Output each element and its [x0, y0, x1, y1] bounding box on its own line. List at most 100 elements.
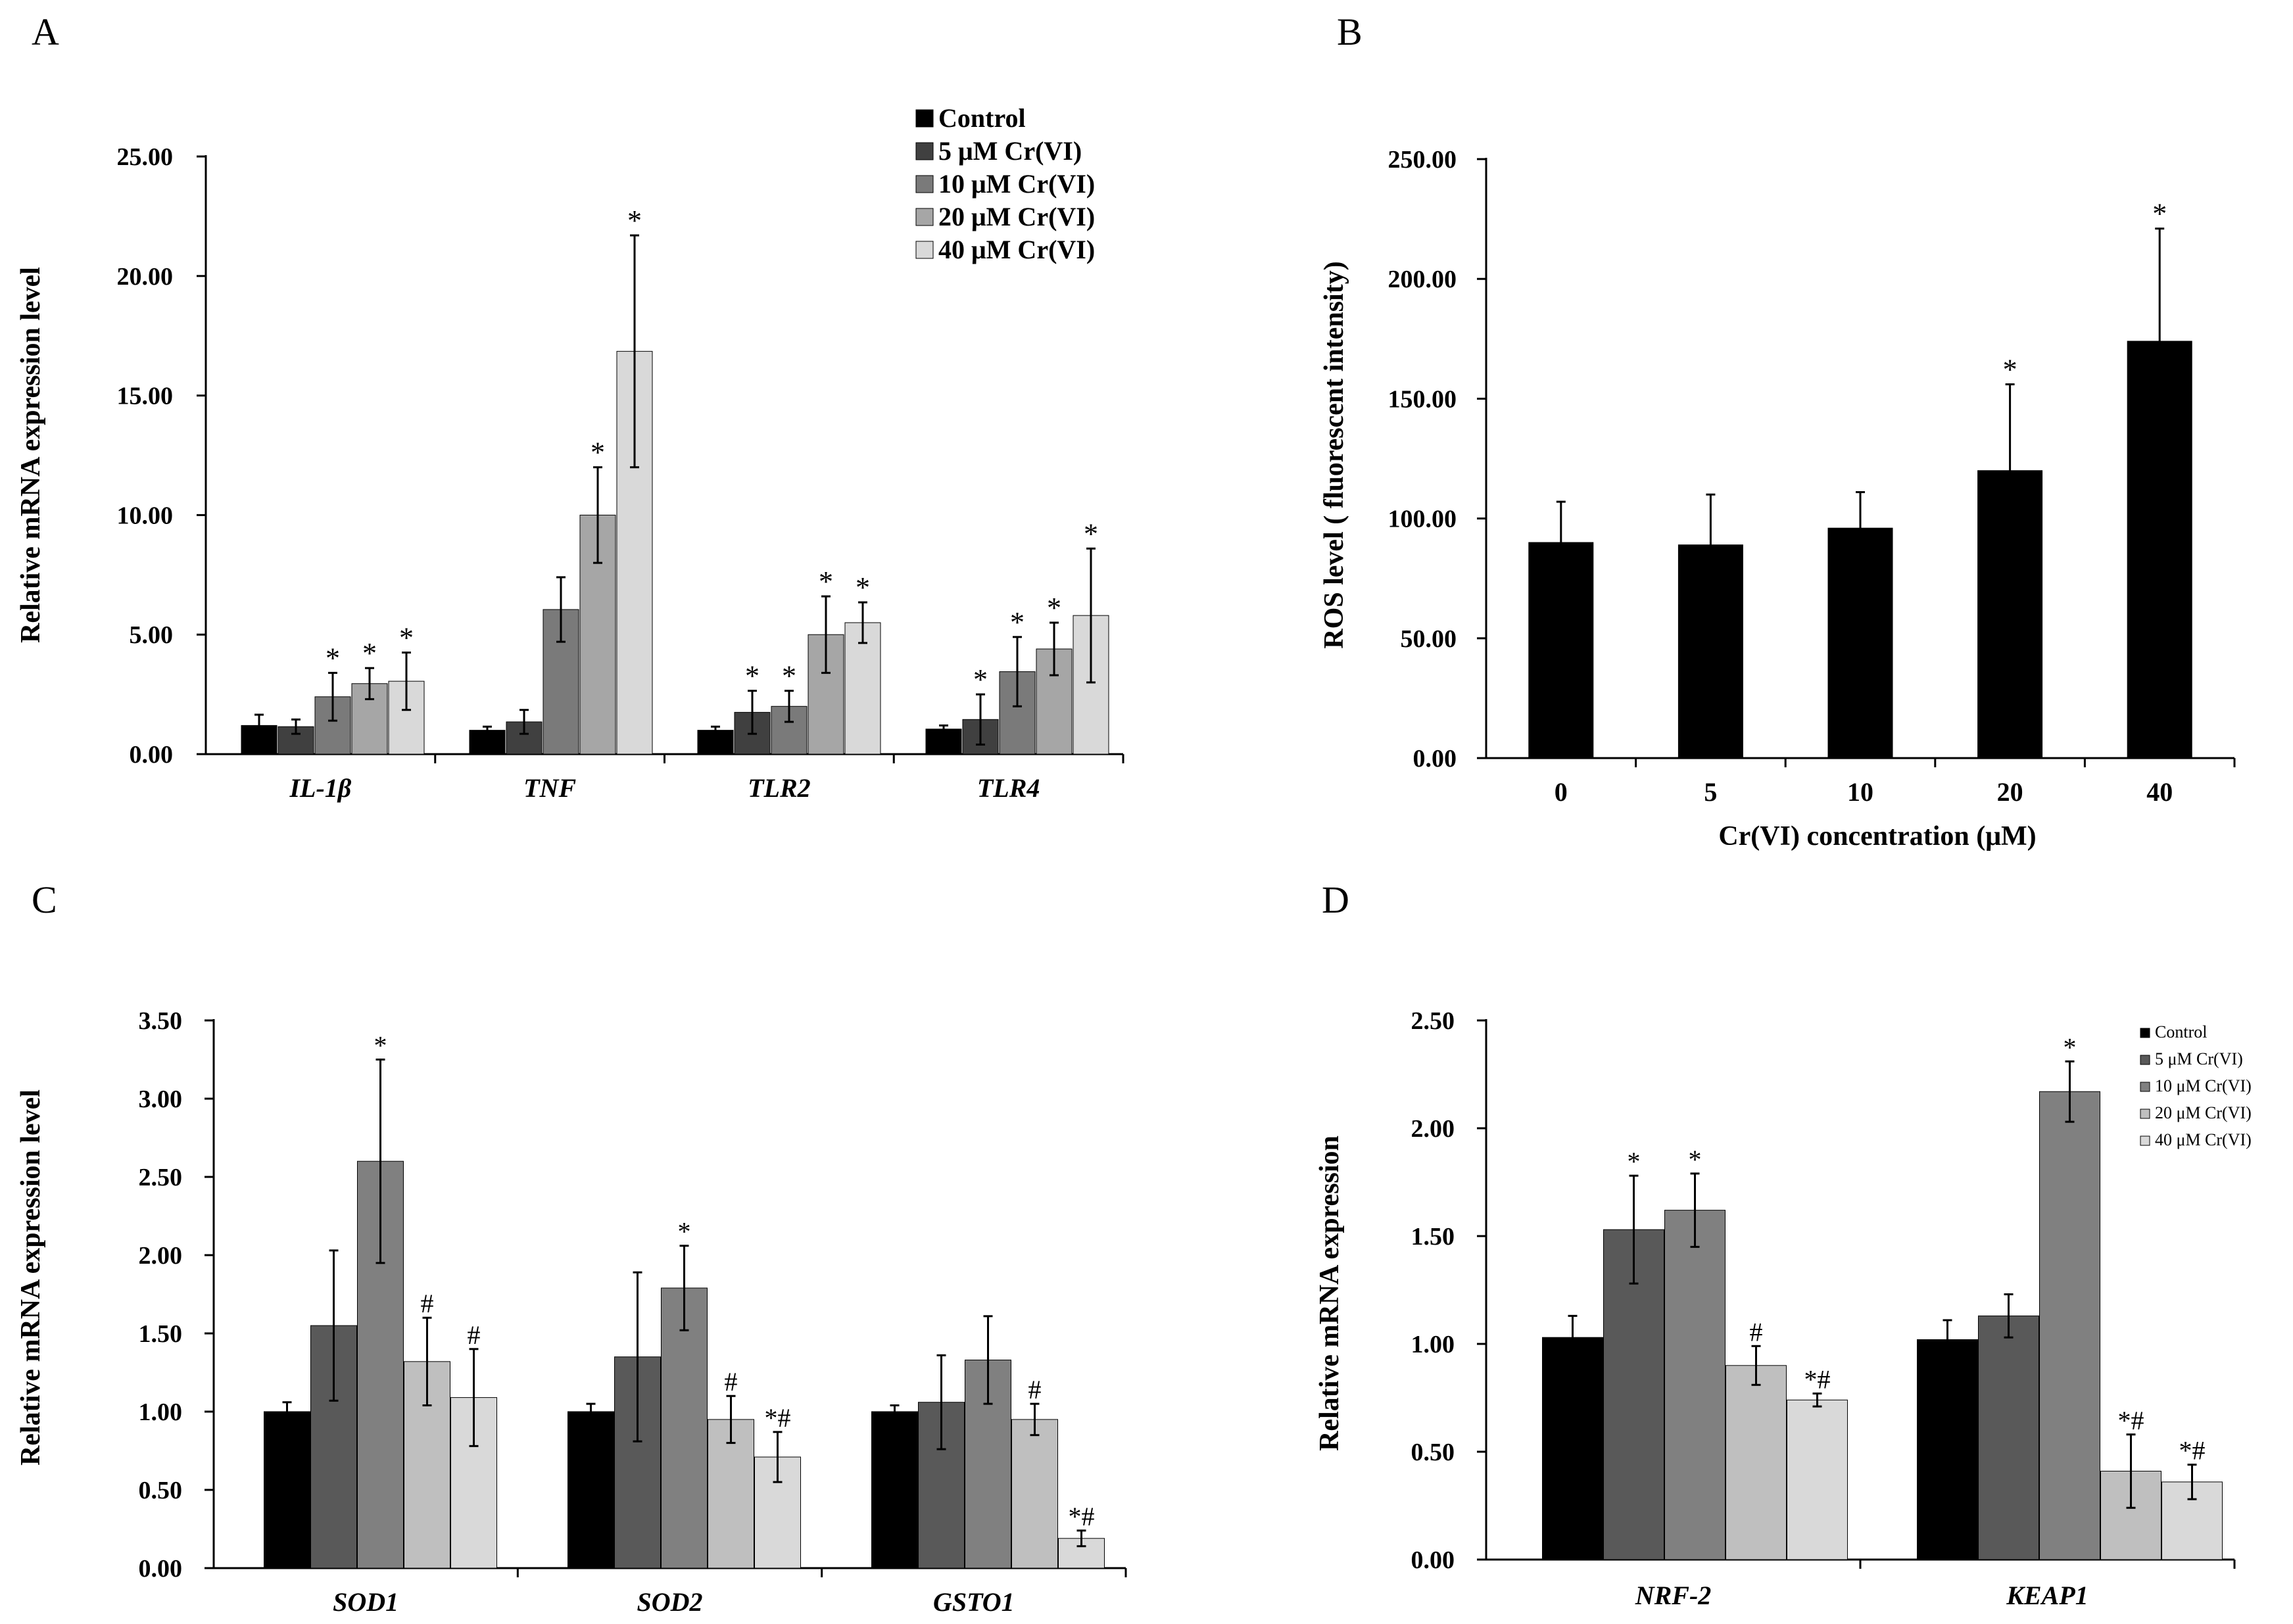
- significance-mark: *: [678, 1217, 691, 1247]
- legend-label-5-m-cr-vi: 5 μM Cr(VI): [938, 136, 1082, 166]
- y-tick-label: 20.00: [117, 263, 174, 291]
- legend-label-10-m-cr-vi: 10 μM Cr(VI): [2155, 1076, 2252, 1095]
- panel-d-bar-chart: D 0.00 0.50 1.00 1.50 2.00 2.50 Relative mRNA e…: [1315, 878, 2252, 1610]
- y-tick-label: 0.00: [139, 1555, 183, 1583]
- y-tick-label: 1.50: [139, 1320, 183, 1348]
- x-tick-label: GSTO1: [933, 1587, 1015, 1617]
- bar-nrf-2-control: [1542, 1337, 1603, 1560]
- bar-gsto1-10-m-cr-vi: [965, 1359, 1011, 1569]
- legend-label-20-m-cr-vi: 20 μM Cr(VI): [2155, 1103, 2252, 1122]
- y-tick-label: 150.00: [1388, 385, 1457, 413]
- significance-mark: *#: [1804, 1364, 1831, 1394]
- significance-mark: *: [745, 660, 760, 692]
- significance-mark: #: [1750, 1317, 1763, 1347]
- legend-swatch-10-m-cr-vi: [915, 175, 934, 193]
- bar-keap1-10-m-cr-vi: [2039, 1091, 2100, 1560]
- x-tick-label: 40: [2146, 777, 2173, 807]
- bar-nrf-2-10-m-cr-vi: [1664, 1210, 1726, 1560]
- panel-letter: C: [32, 878, 57, 921]
- significance-mark: *: [1689, 1145, 1702, 1174]
- panel-a-bar-chart: A 0.00 5.00 10.00 15.00 20.00 25.00 Relative mR…: [16, 11, 1124, 803]
- bar-nrf-2-20-m-cr-vi: [1726, 1365, 1787, 1560]
- y-axis-title: Relative mRNA expression level: [16, 1089, 46, 1466]
- significance-mark: *: [2003, 354, 2017, 386]
- significance-mark: *#: [1069, 1502, 1095, 1531]
- y-tick-label: 0.50: [139, 1477, 183, 1504]
- bar-sod2-10-m-cr-vi: [661, 1287, 708, 1569]
- significance-mark: #: [1028, 1375, 1042, 1404]
- significance-mark: *#: [765, 1403, 791, 1433]
- significance-mark: *#: [2118, 1406, 2144, 1435]
- significance-mark: *: [1010, 606, 1025, 638]
- significance-mark: #: [725, 1367, 738, 1397]
- legend-swatch-control: [2140, 1028, 2150, 1038]
- x-tick-label: SOD2: [637, 1587, 702, 1617]
- y-tick-label: 2.50: [139, 1164, 183, 1191]
- x-tick-label: SOD1: [333, 1587, 398, 1617]
- legend-swatch-20-m-cr-vi: [2140, 1109, 2150, 1119]
- significance-mark: #: [468, 1320, 481, 1350]
- panel-letter: D: [1322, 878, 1349, 921]
- y-tick-label: 50.00: [1401, 625, 1457, 653]
- y-tick-label: 3.00: [139, 1086, 183, 1113]
- bar-10-value: [1827, 527, 1893, 759]
- bar-nrf-2-5-m-cr-vi: [1603, 1229, 1664, 1560]
- y-tick-label: 2.00: [1411, 1115, 1455, 1143]
- bar-sod2-control: [567, 1411, 614, 1569]
- significance-mark: *: [782, 660, 796, 692]
- y-tick-label: 5.00: [130, 621, 174, 649]
- y-tick-label: 25.00: [117, 143, 174, 171]
- y-tick-label: 10.00: [117, 502, 174, 529]
- x-tick-label: 0: [1555, 777, 1568, 807]
- x-tick-label: TLR2: [748, 773, 811, 803]
- significance-mark: *: [627, 204, 642, 237]
- y-tick-label: 1.00: [139, 1398, 183, 1426]
- significance-mark: *: [1084, 517, 1098, 550]
- legend-swatch-40-m-cr-vi: [915, 241, 934, 259]
- x-tick-label: 5: [1704, 777, 1717, 807]
- bar-sod2-20-m-cr-vi: [708, 1419, 754, 1569]
- significance-mark: *: [374, 1031, 387, 1061]
- bar-gsto1-20-m-cr-vi: [1011, 1419, 1058, 1569]
- bar-keap1-5-m-cr-vi: [1978, 1315, 2039, 1560]
- legend-label-control: Control: [938, 103, 1026, 133]
- y-tick-label: 0.50: [1411, 1439, 1455, 1466]
- legend-label-10-m-cr-vi: 10 μM Cr(VI): [938, 169, 1095, 199]
- y-tick-label: 0.00: [1411, 1546, 1455, 1574]
- significance-mark: *: [326, 642, 340, 674]
- y-tick-label: 1.00: [1411, 1331, 1455, 1358]
- legend-label-5-m-cr-vi: 5 μM Cr(VI): [2155, 1049, 2243, 1068]
- x-tick-label: 10: [1847, 777, 1873, 807]
- bar-gsto1-control: [871, 1411, 918, 1569]
- y-tick-label: 1.50: [1411, 1223, 1455, 1251]
- significance-mark: *#: [2179, 1436, 2206, 1466]
- significance-mark: *: [1047, 592, 1061, 624]
- y-tick-label: 0.00: [130, 741, 174, 769]
- y-axis-title: Relative mRNA expression level: [16, 267, 46, 643]
- legend-swatch-control: [915, 109, 934, 128]
- significance-mark: #: [421, 1289, 434, 1318]
- x-tick-label: KEAP1: [2006, 1581, 2088, 1610]
- y-tick-label: 15.00: [117, 383, 174, 410]
- legend-swatch-40-m-cr-vi: [2140, 1135, 2150, 1146]
- bar-il-1-40-m-cr-vi: [388, 681, 425, 755]
- panel-letter: A: [32, 11, 59, 53]
- y-tick-label: 200.00: [1388, 266, 1457, 293]
- y-axis-title: ROS level ( fluorescent intensity): [1319, 261, 1349, 648]
- significance-mark: *: [1628, 1147, 1641, 1176]
- panel-letter: B: [1337, 11, 1363, 53]
- panel-b-bar-chart: B 0.00 50.00 100.00 150.00 200.00 250.00 ROS le…: [1319, 11, 2236, 851]
- bar-tlr2-40-m-cr-vi: [844, 622, 881, 755]
- legend-label-40-m-cr-vi: 40 μM Cr(VI): [938, 235, 1095, 264]
- panel-c-bar-chart: C 0.00 0.50 1.00 1.50 2.00 2.50 3.00 3.50 Relativ…: [16, 878, 1127, 1617]
- significance-mark: *: [362, 637, 377, 669]
- significance-mark: *: [2064, 1032, 2077, 1062]
- significance-mark: *: [819, 565, 833, 598]
- y-tick-label: 100.00: [1388, 506, 1457, 533]
- bar-20-value: [1977, 470, 2043, 759]
- y-tick-label: 2.50: [1411, 1007, 1455, 1035]
- legend-swatch-10-m-cr-vi: [2140, 1082, 2150, 1092]
- x-tick-label: TNF: [523, 773, 576, 803]
- y-tick-label: 250.00: [1388, 146, 1457, 174]
